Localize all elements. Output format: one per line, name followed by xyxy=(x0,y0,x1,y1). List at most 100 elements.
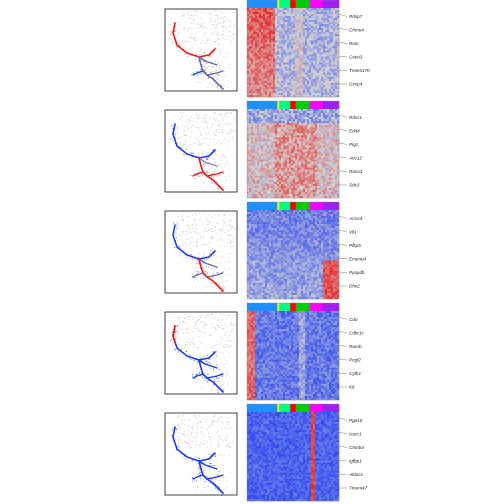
heatmap-cell xyxy=(325,92,328,96)
heatmap-cell xyxy=(253,82,256,86)
heatmap-cell xyxy=(303,62,306,65)
trajectory-cell xyxy=(204,70,206,72)
heatmap-cell xyxy=(271,218,274,221)
heatmap-cell xyxy=(323,40,326,43)
heatmap-cell xyxy=(247,50,250,53)
heatmap-cell xyxy=(267,161,270,164)
heatmap-cell xyxy=(309,163,312,166)
heatmap-cell xyxy=(319,8,322,11)
heatmap-cell xyxy=(333,44,336,47)
heatmap-cell xyxy=(265,187,268,191)
heatmap-cell xyxy=(283,12,286,15)
heatmap-cell xyxy=(315,60,318,63)
heatmap-cell xyxy=(319,54,322,57)
background-cell xyxy=(217,14,219,16)
background-cell xyxy=(203,150,205,152)
trajectory-upper-branch xyxy=(198,157,218,167)
heatmap-cell xyxy=(249,214,252,217)
heatmap-cell xyxy=(275,147,278,150)
heatmap-cell xyxy=(259,111,262,114)
trajectory-cell xyxy=(178,50,180,52)
background-cell xyxy=(221,34,223,36)
heatmap-cell xyxy=(253,111,256,114)
heatmap-cell xyxy=(321,70,324,73)
heatmap-cell xyxy=(309,56,312,59)
heatmap-cell xyxy=(273,68,276,71)
heatmap-cell xyxy=(275,54,278,57)
heatmap-cell xyxy=(293,191,296,195)
heatmap-cell xyxy=(269,212,272,215)
heatmap-cell xyxy=(293,165,296,168)
heatmap-cell xyxy=(333,46,336,49)
heatmap-cell xyxy=(271,119,274,122)
heatmap-cell xyxy=(331,50,334,53)
trajectory-cell xyxy=(202,163,204,165)
heatmap-cell xyxy=(279,94,282,98)
background-cell xyxy=(234,27,236,29)
heatmap-cell xyxy=(283,141,286,144)
heatmap-cell xyxy=(327,216,330,219)
heatmap-cell xyxy=(327,125,330,128)
heatmap-cell xyxy=(327,111,330,114)
heatmap-cell xyxy=(309,218,312,221)
trajectory-cell xyxy=(222,173,224,175)
heatmap-cell xyxy=(329,113,332,116)
heatmap-cell xyxy=(291,179,294,183)
heatmap-cell xyxy=(307,147,310,150)
heatmap-cell xyxy=(273,52,276,55)
heatmap-cell xyxy=(281,94,284,98)
trajectory-cell xyxy=(196,174,198,176)
heatmap-cell xyxy=(263,44,266,47)
heatmap-cell xyxy=(317,139,320,142)
heatmap-cell xyxy=(275,117,278,120)
heatmap-cell xyxy=(263,159,266,162)
heatmap-cell xyxy=(275,14,278,17)
heatmap-cell xyxy=(283,171,286,174)
heatmap-cell xyxy=(317,143,320,146)
heatmap-cell xyxy=(269,56,272,59)
background-cell xyxy=(187,128,189,130)
background-cell xyxy=(209,14,211,16)
trajectory-cell xyxy=(202,153,204,155)
heatmap-cell xyxy=(325,141,328,144)
heatmap-cell xyxy=(289,137,292,140)
heatmap-cell xyxy=(257,94,260,98)
heatmap-cell xyxy=(285,167,288,170)
heatmap-cell xyxy=(263,94,266,98)
heatmap-cell xyxy=(287,28,290,31)
trajectory-cell xyxy=(197,71,199,73)
heatmap-cell xyxy=(319,214,322,217)
heatmap-cell xyxy=(305,72,308,75)
heatmap-cell xyxy=(289,167,292,170)
heatmap-cell xyxy=(253,151,256,154)
heatmap-cell xyxy=(331,68,334,71)
heatmap-cell xyxy=(337,157,340,160)
trajectory-cell xyxy=(208,163,210,165)
heatmap-cell xyxy=(335,8,338,11)
heatmap-cell xyxy=(295,111,298,114)
heatmap-cell xyxy=(333,18,336,21)
heatmap-cell xyxy=(265,58,268,61)
heatmap-cell xyxy=(251,32,254,35)
heatmap-cell xyxy=(307,165,310,168)
heatmap-cell xyxy=(251,34,254,37)
heatmap-cell xyxy=(253,10,256,13)
heatmap-cell xyxy=(285,82,288,86)
heatmap-cell xyxy=(335,18,338,21)
heatmap-cell xyxy=(255,10,258,13)
heatmap-cell xyxy=(327,76,330,79)
heatmap-cell xyxy=(277,212,280,215)
heatmap-cell xyxy=(319,20,322,23)
heatmap-cell xyxy=(269,218,272,221)
heatmap-cell xyxy=(305,193,308,197)
heatmap-cell xyxy=(275,78,278,82)
heatmap-cell xyxy=(299,212,302,215)
background-cell xyxy=(233,117,235,119)
heatmap-cell xyxy=(291,54,294,57)
heatmap-cell xyxy=(255,42,258,45)
background-cell xyxy=(180,21,182,23)
background-cell xyxy=(232,34,234,36)
heatmap-cell xyxy=(291,185,294,189)
heatmap-cell xyxy=(265,171,268,174)
heatmap-cell xyxy=(251,189,254,193)
